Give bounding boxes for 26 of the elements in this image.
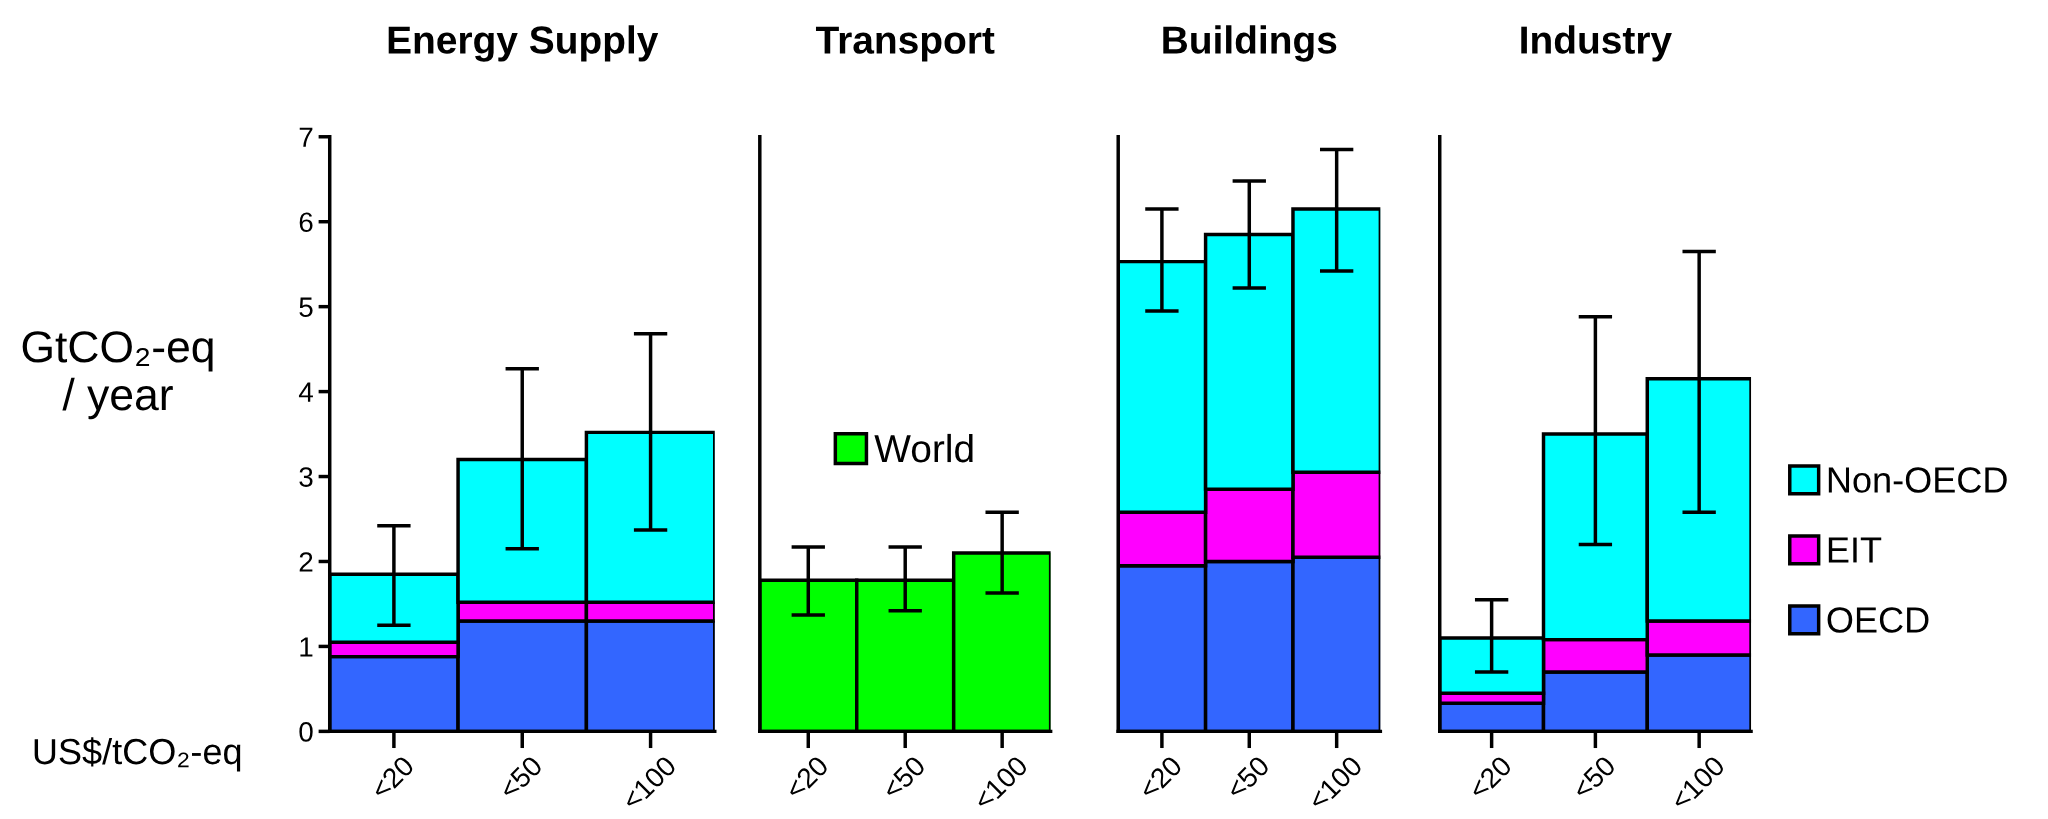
- y-tick-label: 2: [299, 552, 313, 572]
- legend-label: Non-OECD: [1828, 467, 2007, 493]
- x-tick-label: <20: [369, 754, 416, 801]
- x-tick-label: <20: [783, 754, 830, 801]
- y-tick-label: 0: [299, 722, 313, 742]
- y-tick-label: 1: [300, 637, 313, 657]
- y-tick-label: 5: [299, 297, 313, 317]
- y-tick-label: 3: [299, 467, 313, 487]
- y-tick-label: 4: [298, 382, 313, 402]
- chart-title: Energy Supply: [388, 25, 659, 62]
- legend-label: EIT: [1828, 537, 1882, 563]
- y-axis-title: GtCO₂-eq / year: [22, 331, 213, 420]
- x-tick-label: <50: [497, 754, 544, 801]
- x-tick-label: <20: [1467, 754, 1513, 801]
- x-tick-label: <50: [1224, 754, 1271, 801]
- y-tick-label: 7: [299, 127, 313, 147]
- x-axis-title: US$/tCO₂-eq: [34, 737, 241, 772]
- x-tick-label: <20: [1137, 754, 1184, 801]
- x-tick-label: <50: [1571, 754, 1617, 801]
- chart-title: Buildings: [1163, 25, 1337, 62]
- chart-title: Transport: [815, 26, 995, 62]
- legend-label: OECD: [1827, 607, 1929, 633]
- chart-title: Industry: [1521, 25, 1672, 62]
- y-tick-label: 6: [299, 212, 313, 233]
- x-tick-label: <50: [880, 754, 927, 801]
- legend-label: World: [874, 433, 973, 463]
